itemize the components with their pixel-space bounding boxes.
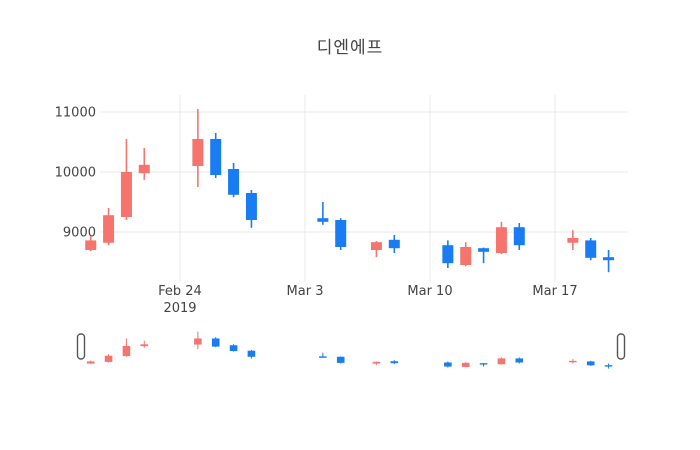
- candle-body: [317, 218, 329, 222]
- rangeslider-candle-body: [211, 338, 220, 347]
- rangeslider-candle-body: [390, 361, 399, 364]
- candle-decreasing[interactable]: [513, 223, 525, 250]
- candle-decreasing[interactable]: [603, 250, 615, 273]
- x-tick-label: Mar 17: [532, 284, 577, 299]
- rangeslider-candle: [461, 361, 470, 368]
- rangeslider-candle: [319, 352, 327, 358]
- rangeslider-candle-body: [461, 362, 470, 367]
- candle-body: [120, 172, 132, 217]
- candle-body: [192, 139, 204, 166]
- candles: [85, 109, 615, 273]
- candle-decreasing[interactable]: [478, 247, 490, 264]
- rangeslider-candle: [569, 359, 577, 364]
- candle-body: [603, 257, 615, 261]
- candle-increasing[interactable]: [138, 148, 150, 180]
- x-tick-label: Mar 10: [407, 284, 452, 299]
- rangeslider-candle: [122, 338, 131, 357]
- candle-body: [585, 240, 597, 258]
- rangeslider-candle-body: [319, 356, 327, 358]
- candle-increasing[interactable]: [103, 208, 115, 246]
- rangeslider-candle-body: [140, 344, 149, 347]
- candle-body: [370, 242, 382, 250]
- candle-decreasing[interactable]: [245, 190, 257, 228]
- x-tick-label: Mar 3: [287, 284, 324, 299]
- rangeslider-candle-body: [104, 355, 113, 362]
- rangeslider-candle-body: [444, 362, 452, 367]
- rangeslider-candle: [497, 357, 506, 365]
- rangeslider-candle: [336, 356, 345, 364]
- rangeslider-candle: [372, 361, 381, 366]
- candle-body: [495, 227, 507, 253]
- candle-body: [228, 169, 240, 195]
- rangeslider-candle: [229, 343, 238, 352]
- candle-body: [442, 245, 454, 264]
- candle-decreasing[interactable]: [585, 238, 597, 261]
- rangeslider-candle-body: [247, 350, 256, 357]
- rangeslider-candle-body: [515, 358, 524, 363]
- rangeslider-candle-body: [569, 360, 577, 363]
- candle-body: [138, 164, 150, 174]
- candle-increasing[interactable]: [495, 221, 507, 255]
- rangeslider-candle-body: [479, 363, 488, 365]
- candle-decreasing[interactable]: [228, 163, 240, 198]
- chart-title: 디엔에프: [316, 38, 384, 58]
- rangeslider-right-handle[interactable]: [616, 333, 626, 360]
- candle-body: [513, 227, 525, 246]
- candle-increasing[interactable]: [192, 109, 204, 187]
- rangeslider-candle-body: [86, 361, 95, 364]
- candle-increasing[interactable]: [120, 139, 132, 220]
- candle-body: [103, 215, 115, 243]
- candle-body: [335, 220, 347, 247]
- rangeslider-left-handle[interactable]: [76, 333, 86, 360]
- rangeslider-candle-body: [122, 345, 131, 357]
- candle-decreasing[interactable]: [442, 240, 454, 268]
- candle-body: [567, 238, 579, 243]
- y-tick-label: 11000: [55, 106, 96, 121]
- rangeslider-candle: [604, 363, 613, 369]
- rangeslider-candle: [390, 360, 399, 365]
- x-axis-labels: Feb 24 2019 Mar 3 Mar 10 Mar 17: [158, 284, 577, 316]
- gridlines: [100, 95, 628, 282]
- rangeslider-candle: [479, 363, 488, 367]
- rangeslider-candle: [586, 360, 595, 366]
- candle-decreasing[interactable]: [317, 202, 329, 225]
- x-tick-label: Feb 24: [158, 284, 202, 299]
- y-tick-label: 9000: [63, 226, 96, 241]
- rangeslider-candle: [247, 349, 256, 359]
- candle-body: [245, 193, 257, 220]
- rangeslider-candle-body: [586, 361, 595, 366]
- rangeslider-candle: [515, 357, 524, 364]
- rangeslider-candle: [211, 337, 220, 348]
- candle-decreasing[interactable]: [210, 133, 222, 178]
- rangeslider-candle-body: [604, 365, 613, 367]
- y-tick-label: 10000: [55, 166, 96, 181]
- x-tick-sublabel: 2019: [163, 301, 196, 316]
- rangeslider-candle: [140, 340, 149, 348]
- rangeslider-candle: [444, 361, 452, 368]
- candle-decreasing[interactable]: [335, 218, 347, 250]
- candle-increasing[interactable]: [567, 230, 579, 250]
- candle-increasing[interactable]: [460, 242, 472, 267]
- candle-increasing[interactable]: [85, 236, 97, 252]
- candle-body: [478, 248, 490, 252]
- y-axis-labels: 11000 10000 9000: [55, 106, 96, 241]
- candle-decreasing[interactable]: [388, 235, 400, 253]
- rangeslider-track[interactable]: [75, 328, 628, 372]
- rangeslider-candle-body: [194, 338, 202, 345]
- candle-increasing[interactable]: [370, 241, 382, 258]
- candle-body: [85, 240, 97, 250]
- candle-body: [460, 247, 472, 265]
- rangeslider-candle-body: [497, 358, 506, 365]
- rangeslider-candle-body: [229, 345, 238, 352]
- candle-body: [210, 139, 222, 175]
- rangeslider-candle: [194, 331, 202, 350]
- candle-body: [388, 239, 400, 249]
- rangeslider-candle-body: [336, 356, 345, 363]
- rangeslider: [75, 328, 628, 372]
- rangeslider-candle-body: [372, 361, 381, 364]
- rangeslider-candle: [86, 360, 95, 364]
- rangeslider-candle: [104, 354, 113, 363]
